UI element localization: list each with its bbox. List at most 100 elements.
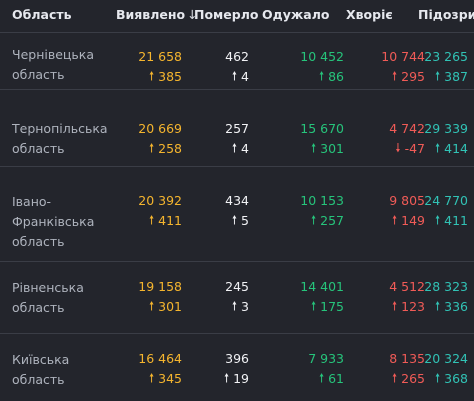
arrow-up-icon: 🠕 [231, 213, 238, 227]
recovered-delta-value: 175 [320, 299, 344, 314]
arrow-up-icon: 🠕 [434, 213, 441, 227]
column-header-recovered[interactable]: Одужало [262, 7, 330, 22]
suspected-delta: 🠕 414 [396, 141, 468, 157]
arrow-up-icon: 🠕 [231, 69, 238, 83]
detected-delta-value: 258 [158, 141, 182, 156]
region-name-line: область [12, 67, 65, 82]
sick-delta-value: 123 [401, 299, 425, 314]
suspected-value: 23 265 [424, 49, 468, 64]
recovered-delta-value: 61 [328, 371, 344, 386]
suspected-value: 20 324 [424, 351, 468, 366]
sick-delta-value: 265 [401, 371, 425, 386]
sick-value: 4 512 [389, 279, 425, 294]
suspected-delta: 🠕 387 [396, 69, 468, 85]
recovered-delta: 🠕 61 [272, 371, 344, 387]
table-row[interactable]: Рівненська область 19 158 🠕 301 245 🠕 3 14… [0, 261, 474, 334]
suspected-delta-value: 387 [444, 69, 468, 84]
recovered-delta: 🠕 86 [272, 69, 344, 85]
table-row[interactable]: Івано- Франківська область 20 392 🠕 411 4… [0, 166, 474, 262]
sick-delta: 🠕 149 [353, 213, 425, 229]
dead-delta-value: 5 [241, 213, 249, 228]
detected-value: 16 464 [138, 351, 182, 366]
sick-delta: 🠕 265 [353, 371, 425, 387]
recovered-delta-value: 86 [328, 69, 344, 84]
recovered-delta-value: 301 [320, 141, 344, 156]
dead-value: 245 [225, 279, 249, 294]
arrow-up-icon: 🠕 [434, 299, 441, 313]
recovered-delta: 🠕 301 [272, 141, 344, 157]
dead-value: 396 [225, 351, 249, 366]
sick-delta: 🠕 123 [353, 299, 425, 315]
column-header-dead[interactable]: Померло [194, 7, 259, 22]
dead-value: 434 [225, 193, 249, 208]
sick-delta-value: -47 [404, 141, 425, 156]
arrow-up-icon: 🠕 [434, 69, 441, 83]
column-header-detected-label: Виявлено [116, 7, 186, 22]
region-name-line: Чернівецька [12, 47, 94, 62]
sick-value: 10 744 [381, 49, 425, 64]
arrow-up-icon: 🠕 [148, 213, 155, 227]
detected-value: 19 158 [138, 279, 182, 294]
sick-value: 9 805 [389, 193, 425, 208]
dead-delta: 🠕 4 [177, 141, 249, 157]
detected-delta-value: 385 [158, 69, 182, 84]
region-name-line: область [12, 300, 65, 315]
region-name-line: Івано- [12, 194, 52, 209]
arrow-up-icon: 🠕 [310, 213, 317, 227]
suspected-delta: 🠕 368 [396, 371, 468, 387]
arrow-up-icon: 🠕 [148, 141, 155, 155]
arrow-up-icon: 🠕 [223, 371, 230, 385]
recovered-delta-value: 257 [320, 213, 344, 228]
dead-value: 257 [225, 121, 249, 136]
region-name-line: Тернопільська [12, 121, 108, 136]
detected-delta: 🠕 301 [110, 299, 182, 315]
sick-delta: 🠕 295 [353, 69, 425, 85]
arrow-up-icon: 🠕 [148, 371, 155, 385]
region-name-line: область [12, 141, 65, 156]
sick-value: 8 135 [389, 351, 425, 366]
sort-down-icon[interactable]: ↓ [187, 7, 198, 22]
dead-value: 462 [225, 49, 249, 64]
sick-value: 4 742 [389, 121, 425, 136]
recovered-delta: 🠕 175 [272, 299, 344, 315]
dead-delta: 🠕 4 [177, 69, 249, 85]
dead-delta-value: 4 [241, 69, 249, 84]
table-header: Область Виявлено ↓ Померло Одужало Хворіє… [0, 0, 474, 32]
dead-delta-value: 19 [233, 371, 249, 386]
suspected-value: 29 339 [424, 121, 468, 136]
arrow-up-icon: 🠕 [318, 371, 325, 385]
detected-delta: 🠕 385 [110, 69, 182, 85]
column-header-sick[interactable]: Хворіє [346, 7, 393, 22]
detected-delta-value: 345 [158, 371, 182, 386]
detected-value: 20 669 [138, 121, 182, 136]
suspected-delta-value: 411 [444, 213, 468, 228]
table-row[interactable]: Тернопільська область 20 669 🠕 258 257 🠕 4… [0, 89, 474, 167]
sick-delta: 🠗 -47 [353, 141, 425, 157]
arrow-up-icon: 🠕 [434, 141, 441, 155]
arrow-up-icon: 🠕 [231, 141, 238, 155]
recovered-value: 14 401 [300, 279, 344, 294]
detected-delta: 🠕 411 [110, 213, 182, 229]
arrow-up-icon: 🠕 [310, 141, 317, 155]
region-name-line: Франківська [12, 214, 95, 229]
region-name: Івано- Франківська область [12, 192, 130, 252]
region-name-line: область [12, 372, 65, 387]
column-header-region[interactable]: Область [12, 7, 72, 22]
table-row[interactable]: Київська область 16 464 🠕 345 396 🠕 19 7 9… [0, 333, 474, 401]
suspected-value: 28 323 [424, 279, 468, 294]
recovered-value: 10 153 [300, 193, 344, 208]
column-header-suspected[interactable]: Підозри [418, 7, 474, 22]
dead-delta: 🠕 19 [177, 371, 249, 387]
region-name: Тернопільська область [12, 119, 130, 159]
column-header-detected[interactable]: Виявлено ↓ [116, 7, 198, 22]
dead-delta: 🠕 3 [177, 299, 249, 315]
dead-delta-value: 4 [241, 141, 249, 156]
recovered-value: 15 670 [300, 121, 344, 136]
arrow-down-icon: 🠗 [395, 141, 401, 155]
suspected-delta: 🠕 411 [396, 213, 468, 229]
region-name-line: Рівненська [12, 280, 84, 295]
sick-delta-value: 295 [401, 69, 425, 84]
recovered-value: 7 933 [308, 351, 344, 366]
table-row[interactable]: Чернівецька область 21 658 🠕 385 462 🠕 4 1… [0, 32, 474, 90]
